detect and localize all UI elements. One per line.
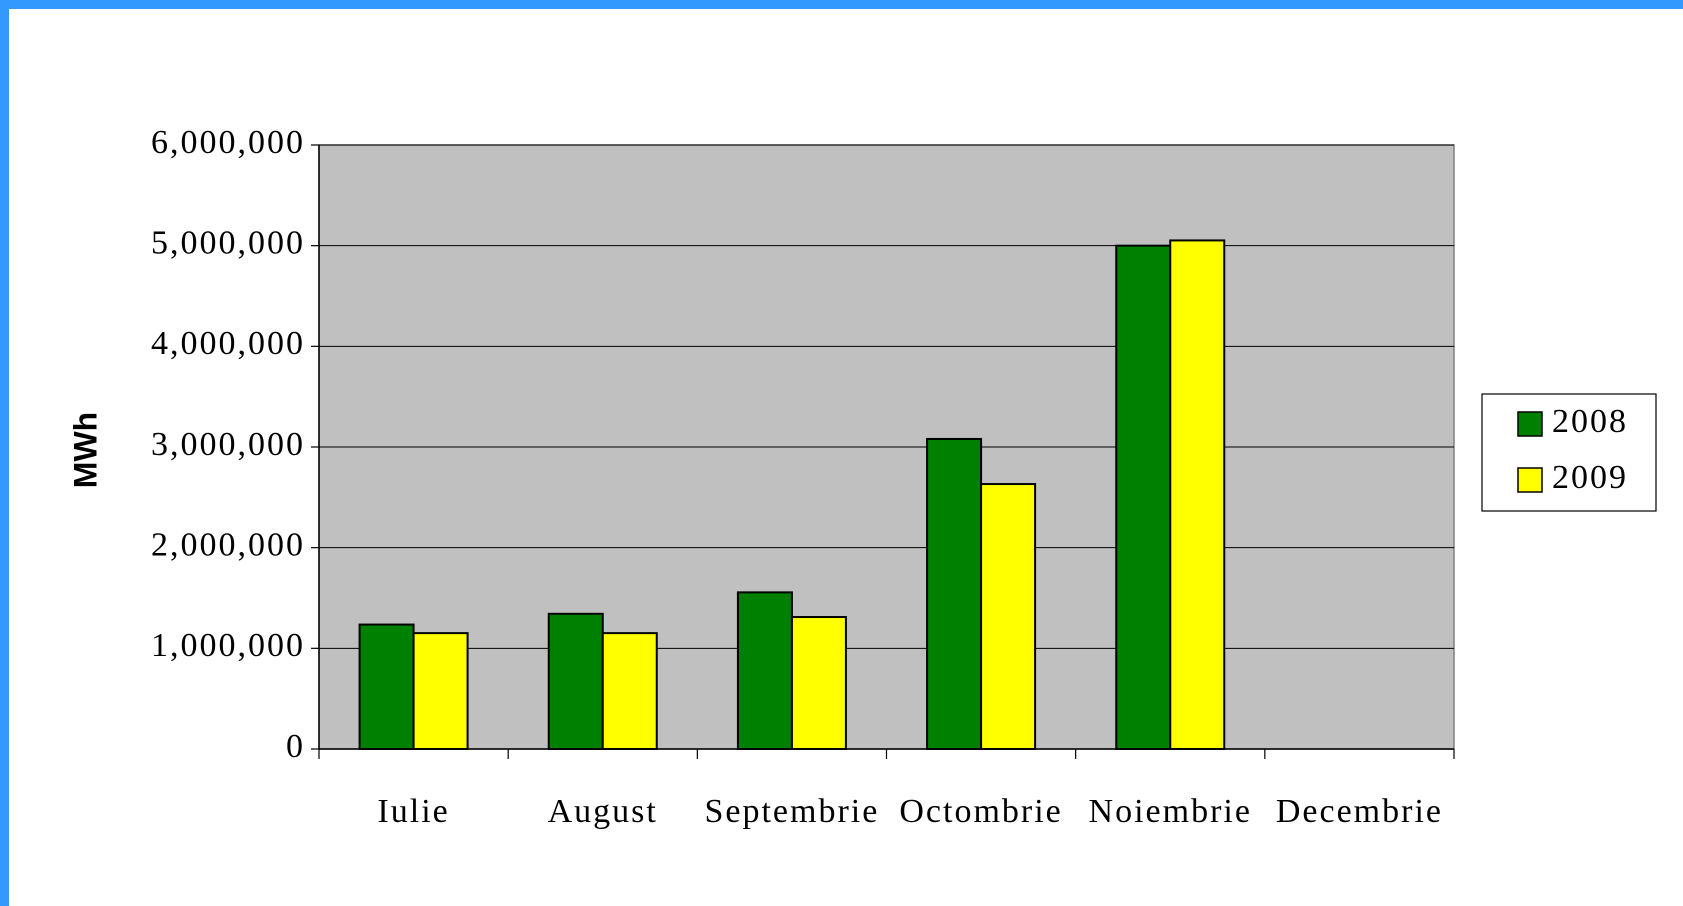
legend-swatch [1517,411,1543,437]
bar [547,612,604,751]
x-tick-label: August [548,793,658,830]
legend [1481,393,1657,512]
y-tick-label: 4,000,000 [151,325,305,362]
x-tick-label: Decembrie [1276,793,1443,830]
y-axis-label: MWh [67,412,103,488]
bar [412,632,469,751]
y-tick-label: 5,000,000 [151,224,305,261]
x-tick-label: Octombrie [899,793,1062,830]
legend-label: 2008 [1552,403,1628,440]
bar [790,616,847,750]
bar [736,591,793,750]
frame-left [0,0,9,906]
bar [1115,244,1172,751]
bar [358,623,415,750]
y-tick-label: 6,000,000 [151,124,305,161]
y-tick-label: 2,000,000 [151,526,305,563]
bar [926,437,983,750]
legend-label: 2009 [1552,459,1628,496]
x-tick-label: Iulie [377,793,449,830]
y-tick-label: 0 [286,728,305,765]
x-tick-label: Noiembrie [1089,793,1252,830]
x-tick-label: Septembrie [704,793,879,830]
legend-swatch [1517,467,1543,493]
y-tick-label: 1,000,000 [151,627,305,664]
bar [1169,239,1226,750]
frame-top [0,0,1683,9]
y-tick-label: 3,000,000 [151,426,305,463]
bar [980,483,1037,750]
bar [601,632,658,751]
